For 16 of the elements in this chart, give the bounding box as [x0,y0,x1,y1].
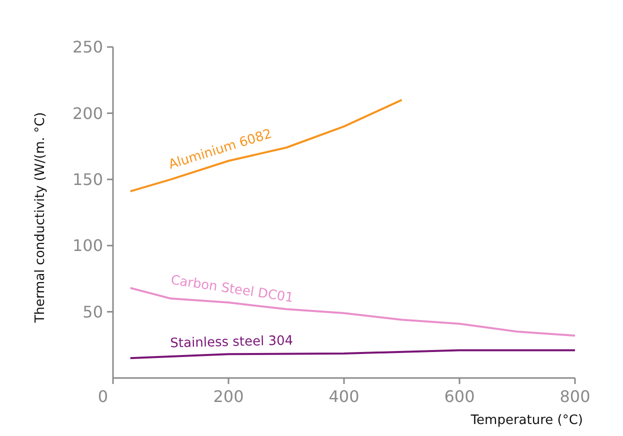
x-axis-title: Temperature (°C) [470,413,583,428]
line-series [129,349,576,360]
x-tick-label: 400 [328,387,360,406]
x-tick-label: 0 [98,387,108,406]
y-tick-label: 150 [72,170,103,189]
y-tick-label: 50 [82,302,103,322]
text: Carbon Steel DC01 [170,273,294,306]
x-tick-label: 600 [444,387,475,406]
y-tick-label: 100 [72,236,103,256]
y-tick-label: 250 [72,38,103,57]
y-tick-label: 200 [72,104,103,123]
line-series [129,98,403,192]
series-label: Stainless steel 304 [170,334,294,352]
x-tick-label: 200 [213,387,244,406]
x-tick-label: 800 [560,387,590,406]
y-axis-title: Thermal conductivity (W/(m. °C) [33,112,48,324]
